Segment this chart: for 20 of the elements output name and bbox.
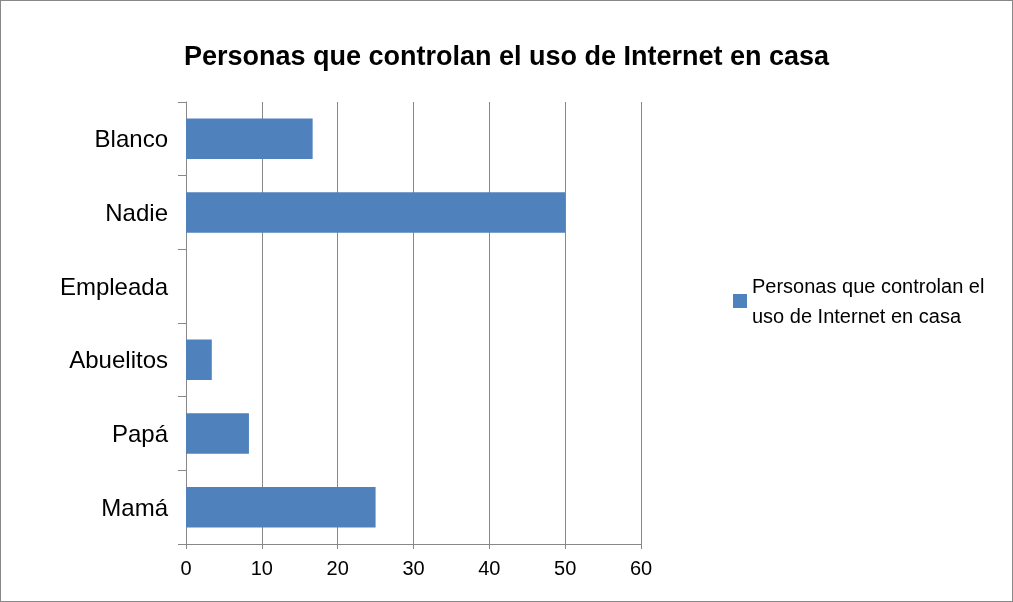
x-tick-label: 30: [402, 557, 425, 579]
y-tick-label: Mamá: [101, 493, 169, 521]
bar: [186, 413, 249, 454]
bar: [186, 486, 376, 528]
x-tick-label: 60: [629, 557, 653, 579]
x-tick-label: 0: [180, 557, 192, 579]
y-tick-label: Abuelitos: [69, 346, 168, 374]
bar: [186, 339, 212, 381]
legend-label: Personas que controlan el uso de Internet en casa: [752, 275, 990, 327]
x-tick-label: 50: [554, 557, 577, 579]
x-tick-label: 40: [478, 557, 501, 579]
chart-title: Personas que controlan el uso de Internet en casa: [183, 40, 831, 71]
y-tick-label: Blanco: [94, 125, 168, 153]
bar: [186, 118, 313, 160]
x-tick-label: 20: [326, 557, 349, 579]
y-tick-label: Papá: [111, 420, 169, 447]
y-tick-label: Empleada: [59, 272, 169, 300]
bar: [186, 192, 566, 233]
y-tick-label: Nadie: [105, 199, 168, 226]
x-tick-label: 10: [250, 557, 273, 579]
